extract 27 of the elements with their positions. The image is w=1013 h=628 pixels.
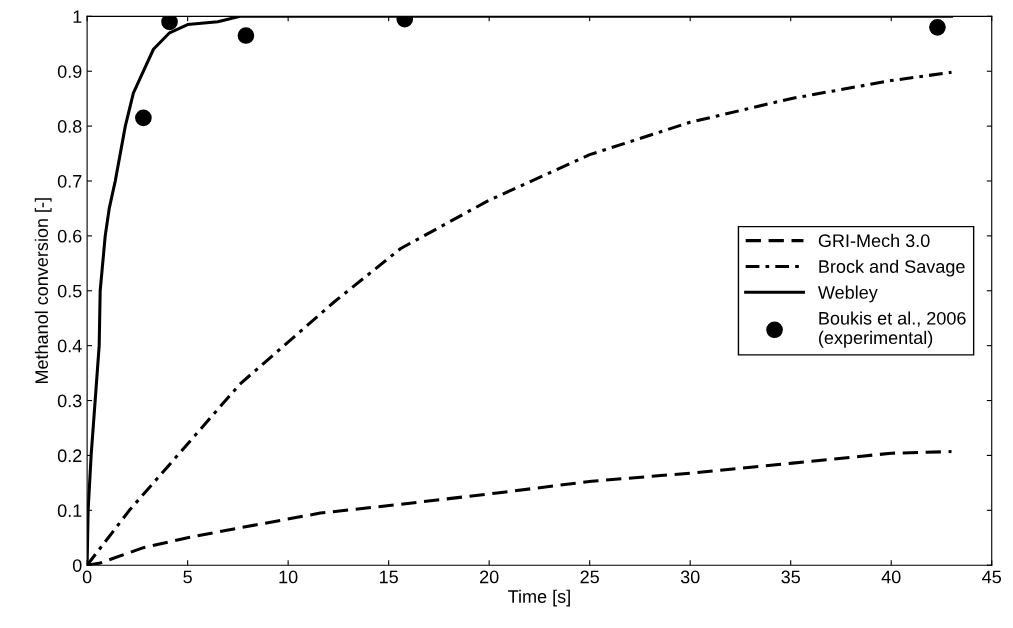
legend-label: GRI-Mech 3.0: [818, 233, 930, 248]
x-tick-label: 45: [982, 570, 1002, 584]
y-tick-label: 1: [73, 10, 82, 23]
y-tick-label: 0.3: [57, 394, 82, 408]
legend-label: Brock and Savage: [819, 259, 965, 277]
x-axis-title: Time [s]: [508, 589, 570, 607]
y-tick-label: 0.7: [57, 174, 82, 188]
y-tick-label: 0.2: [57, 449, 82, 463]
y-tick-label: 0.9: [57, 65, 82, 78]
legend-label: Webley: [817, 285, 878, 303]
x-tick-label: 0: [82, 570, 92, 584]
y-tick-label: 0: [72, 559, 82, 572]
y-tick-label: 0.4: [57, 339, 82, 353]
x-tick-label: 10: [279, 570, 298, 584]
x-tick-label: 20: [480, 570, 499, 584]
y-axis-title: Methanol conversion [-]: [34, 198, 52, 384]
x-tick-label: 25: [580, 570, 599, 584]
y-tick-label: 0.5: [57, 284, 82, 298]
legend-label: Boukis et al., 2006 (experimental): [819, 311, 966, 348]
x-tick-label: 35: [781, 570, 800, 584]
y-tick-label: 0.1: [57, 504, 82, 518]
x-tick-label: 5: [183, 570, 192, 584]
x-tick-label: 30: [680, 570, 700, 584]
y-tick-label: 0.8: [57, 120, 82, 133]
x-tick-label: 15: [379, 570, 398, 584]
y-tick-label: 0.6: [57, 229, 82, 243]
x-tick-label: 40: [881, 570, 901, 584]
